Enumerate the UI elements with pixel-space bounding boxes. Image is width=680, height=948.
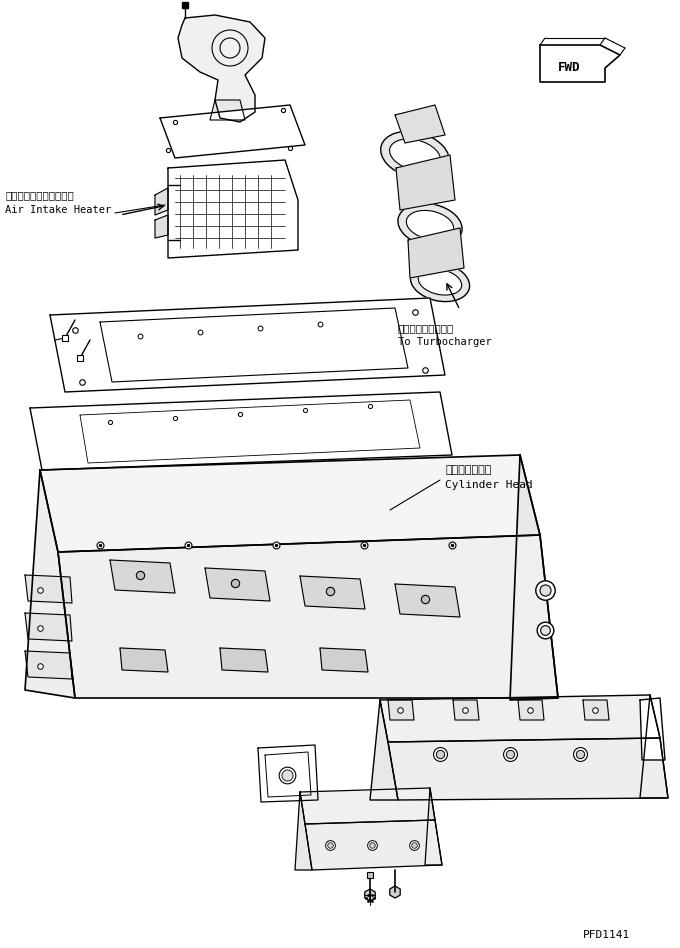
Text: PFD1141: PFD1141 [583, 930, 630, 940]
Polygon shape [380, 695, 660, 742]
Polygon shape [155, 215, 168, 238]
Text: To Turbocharger: To Turbocharger [398, 337, 492, 347]
Polygon shape [30, 392, 452, 470]
Polygon shape [300, 788, 435, 824]
Polygon shape [583, 700, 609, 720]
Text: Cylinder Head: Cylinder Head [445, 480, 532, 490]
Polygon shape [120, 648, 168, 672]
Polygon shape [395, 584, 460, 617]
Polygon shape [155, 188, 168, 215]
Polygon shape [395, 105, 445, 143]
Polygon shape [320, 648, 368, 672]
Polygon shape [40, 455, 540, 552]
Polygon shape [160, 105, 305, 158]
Text: FWD: FWD [558, 61, 581, 74]
Polygon shape [295, 792, 312, 870]
Text: Air Intake Heater: Air Intake Heater [5, 205, 112, 215]
Text: シリンダヘッド: シリンダヘッド [445, 465, 492, 475]
Polygon shape [518, 700, 544, 720]
Polygon shape [25, 613, 72, 641]
Ellipse shape [407, 210, 454, 240]
Polygon shape [453, 700, 479, 720]
Polygon shape [640, 698, 665, 760]
Polygon shape [58, 535, 558, 698]
Text: エアーインテークヒータ: エアーインテークヒータ [5, 190, 73, 200]
Polygon shape [300, 576, 365, 609]
Polygon shape [50, 298, 445, 392]
Polygon shape [396, 155, 455, 210]
Polygon shape [210, 100, 245, 120]
Polygon shape [388, 738, 668, 800]
Ellipse shape [390, 139, 441, 171]
Text: ターボチャージャヘ: ターボチャージャヘ [398, 323, 454, 333]
Ellipse shape [411, 263, 470, 301]
Polygon shape [390, 886, 401, 898]
Polygon shape [425, 788, 442, 865]
Polygon shape [540, 45, 620, 82]
Polygon shape [370, 700, 398, 800]
Polygon shape [220, 648, 268, 672]
Ellipse shape [381, 132, 449, 178]
Polygon shape [364, 889, 375, 901]
Polygon shape [388, 700, 414, 720]
Polygon shape [110, 560, 175, 593]
Polygon shape [25, 651, 72, 679]
Polygon shape [640, 695, 668, 798]
Polygon shape [178, 15, 265, 122]
Polygon shape [25, 575, 72, 603]
Polygon shape [205, 568, 270, 601]
Ellipse shape [418, 269, 462, 295]
Polygon shape [305, 820, 442, 870]
Polygon shape [168, 160, 298, 258]
Polygon shape [258, 745, 318, 802]
Polygon shape [408, 228, 464, 278]
Ellipse shape [398, 204, 462, 246]
Polygon shape [25, 470, 75, 698]
Polygon shape [510, 455, 558, 700]
